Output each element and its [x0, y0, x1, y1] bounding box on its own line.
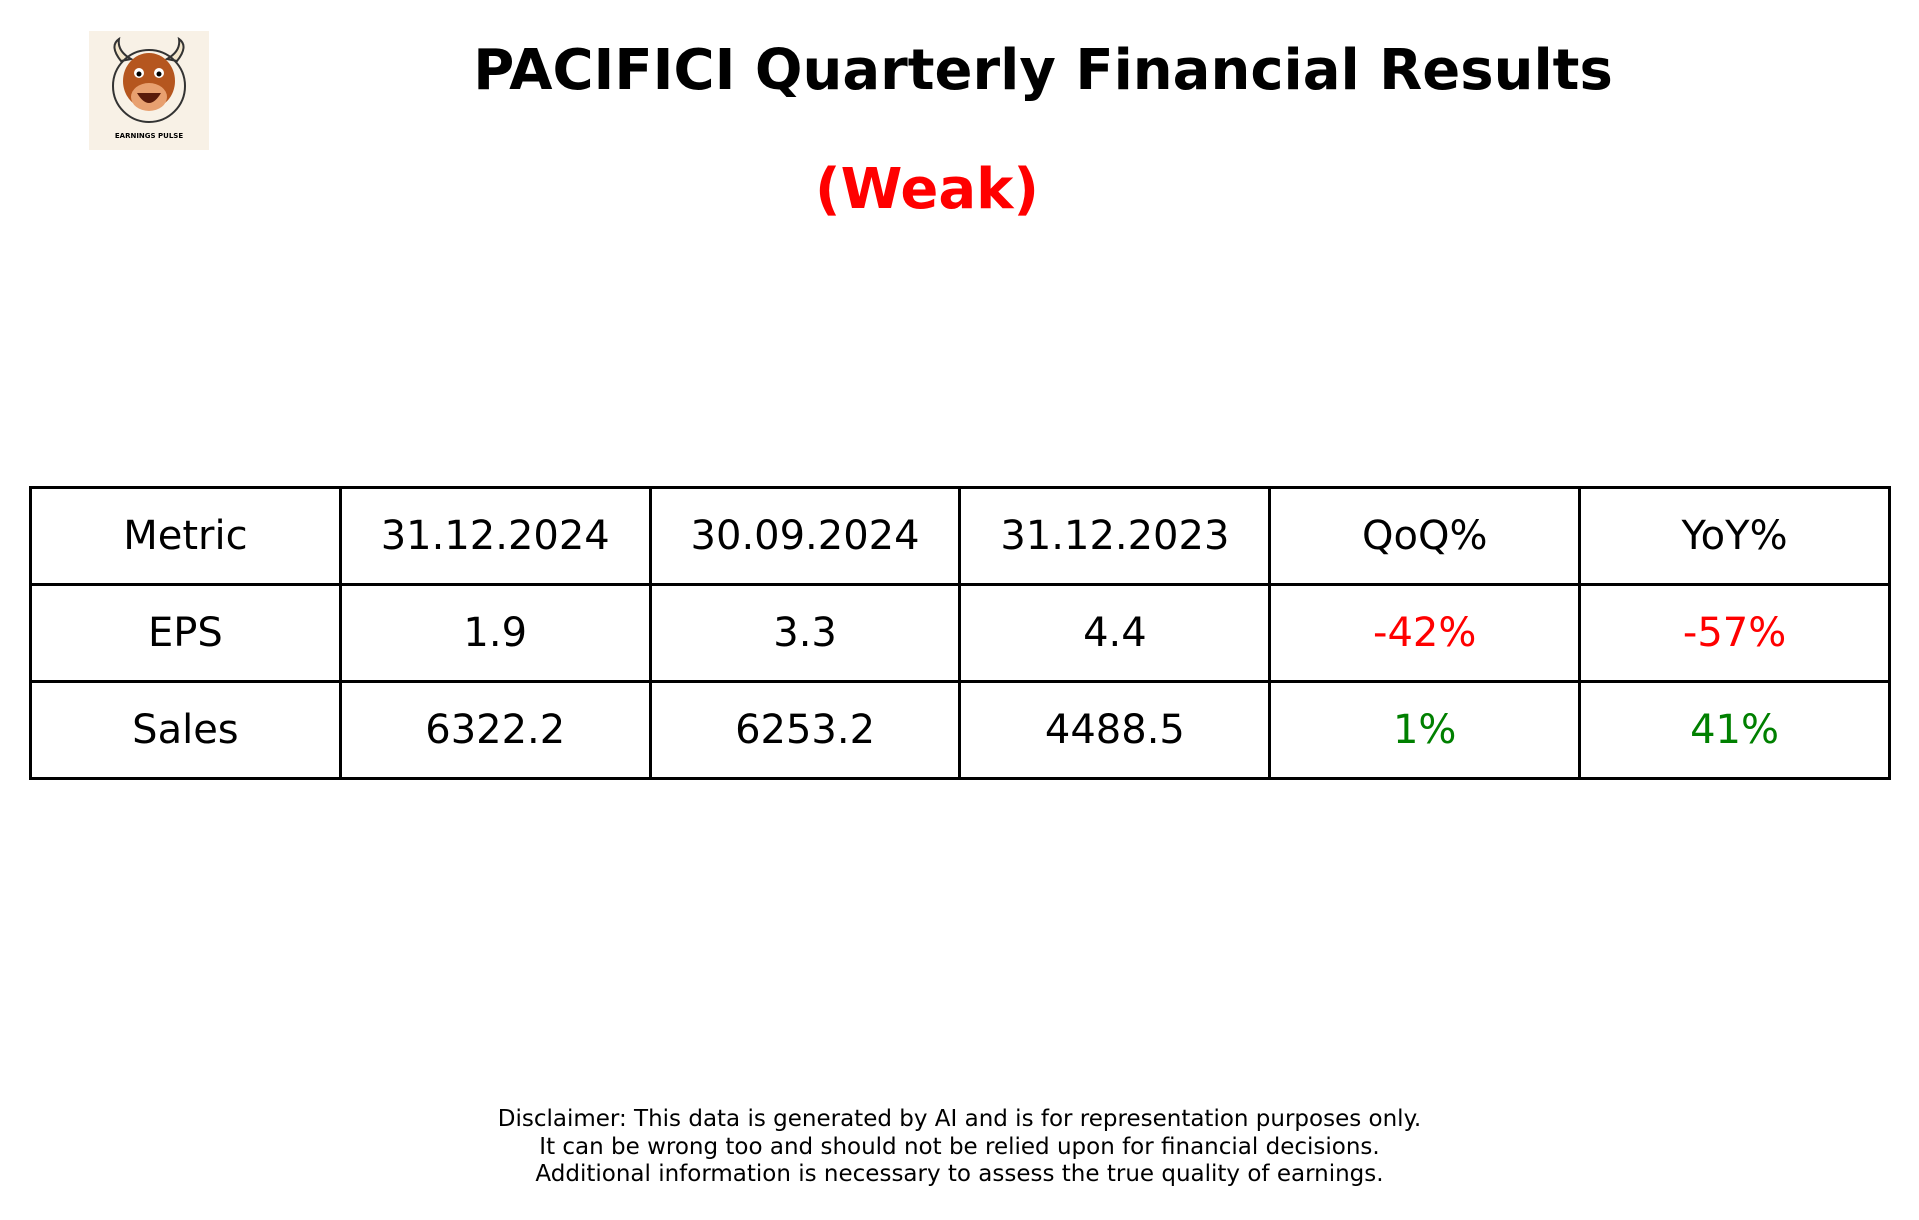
- cell: EPS: [29, 583, 342, 683]
- row: EPS 1.9 3.3 4.4 -42% -57%: [29, 583, 1891, 683]
- results-table: Metric 31.12.2024 30.09.2024 31.12.2023 …: [29, 486, 1891, 780]
- header-cell: 31.12.2024: [338, 486, 652, 586]
- cell: Sales: [29, 680, 342, 780]
- disclaimer-line: It can be wrong too and should not be re…: [539, 1133, 1380, 1160]
- cell: 6253.2: [648, 680, 962, 780]
- logo-caption: EARNINGS PULSE: [114, 132, 184, 140]
- title: PACIFICI Quarterly Financial Results: [473, 38, 1613, 103]
- row: Sales 6322.2 6253.2 4488.5 1% 41%: [29, 680, 1891, 780]
- cell: 4488.5: [958, 680, 1272, 780]
- rating: (Weak): [815, 157, 1039, 222]
- header-cell: Metric: [29, 486, 342, 586]
- cell: 4.4: [958, 583, 1272, 683]
- cell: 6322.2: [338, 680, 652, 780]
- cell: 1.9: [338, 583, 652, 683]
- header-cell: YoY%: [1578, 486, 1891, 586]
- header-cell: 31.12.2023: [958, 486, 1272, 586]
- logo-icon: [112, 36, 186, 123]
- cell: -42%: [1268, 583, 1582, 683]
- cell: 3.3: [648, 583, 962, 683]
- disclaimer: Disclaimer: This data is generated by AI…: [0, 1106, 1919, 1189]
- cell: -57%: [1578, 583, 1891, 683]
- cell: 41%: [1578, 680, 1891, 780]
- logo: EARNINGS PULSE: [89, 31, 209, 150]
- cell: 1%: [1268, 680, 1582, 780]
- header-cell: 30.09.2024: [648, 486, 962, 586]
- disclaimer-line: Additional information is necessary to a…: [535, 1161, 1384, 1187]
- header-row: Metric 31.12.2024 30.09.2024 31.12.2023 …: [29, 486, 1891, 586]
- header-cell: QoQ%: [1268, 486, 1582, 586]
- disclaimer-line: Disclaimer: This data is generated by AI…: [497, 1106, 1422, 1132]
